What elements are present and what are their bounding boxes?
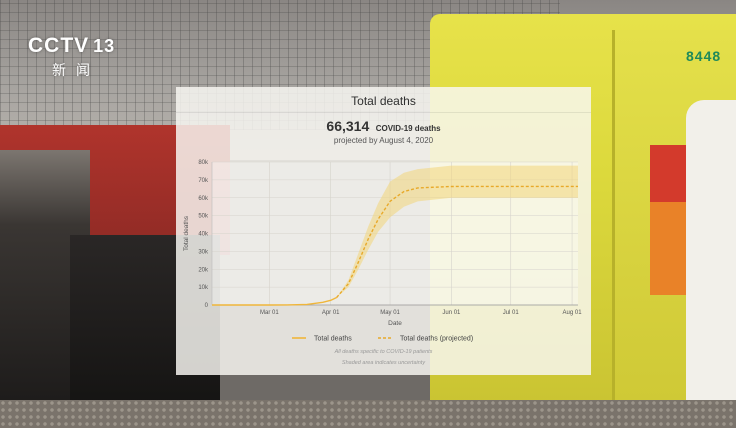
logo-text: CCTV (28, 34, 90, 57)
logo-subtitle: 新闻 (52, 62, 100, 78)
y-tick-label: 0 (205, 303, 209, 309)
projection-date: projected by August 4, 2020 (333, 136, 434, 145)
y-axis-label: Total deaths (183, 215, 190, 251)
legend-label-total: Total deaths (314, 336, 352, 343)
headline: 66,314 COVID-19 deaths (176, 118, 591, 136)
y-tick-label: 30k (198, 249, 209, 255)
series-line-total-deaths (212, 296, 337, 306)
headline-label: COVID-19 deaths (375, 124, 441, 133)
title-divider (176, 112, 591, 113)
x-tick-label: Aug 01 (563, 310, 583, 316)
gravel-ground (0, 400, 736, 428)
y-tick-label: 10k (198, 285, 209, 291)
x-tick-label: Apr 01 (322, 310, 340, 316)
y-tick-label: 40k (198, 232, 209, 238)
logo-channel-number: 13 (93, 36, 116, 56)
legend-label-projected: Total deaths (projected) (400, 336, 473, 343)
x-tick-label: Jun 01 (442, 310, 461, 316)
x-tick-label: Jul 01 (503, 310, 520, 316)
chart-card: Total deaths 66,314 COVID-19 deaths proj… (176, 87, 591, 375)
x-tick-label: Mar 01 (260, 310, 279, 316)
y-tick-label: 60k (198, 196, 209, 202)
y-tick-label: 20k (198, 267, 209, 273)
channel-logo: CCTV 13 (28, 34, 115, 58)
footnote-uncertainty: Shaded area indicates uncertainty (341, 360, 426, 366)
y-tick-label: 80k (198, 160, 209, 166)
ambulance-sign (650, 145, 690, 295)
ambulance-number: 8448 (686, 48, 722, 64)
uncertainty-band (336, 165, 578, 298)
line-chart: 0 10k 20k 30k 40k 50k 60k 70k 80k Mar 01 Apr 01 May… (183, 160, 583, 343)
foreground-white-panel (686, 100, 736, 410)
footnote-scope: All deaths specific to COVID-19 patients (334, 349, 433, 355)
x-axis-label: Date (388, 320, 402, 327)
x-tick-label: May 01 (380, 310, 400, 316)
y-tick-label: 50k (198, 214, 209, 220)
headline-value: 66,314 (326, 118, 370, 134)
y-tick-label: 70k (198, 178, 209, 184)
card-title: Total deaths (351, 94, 416, 108)
series-line-projected (336, 185, 578, 298)
